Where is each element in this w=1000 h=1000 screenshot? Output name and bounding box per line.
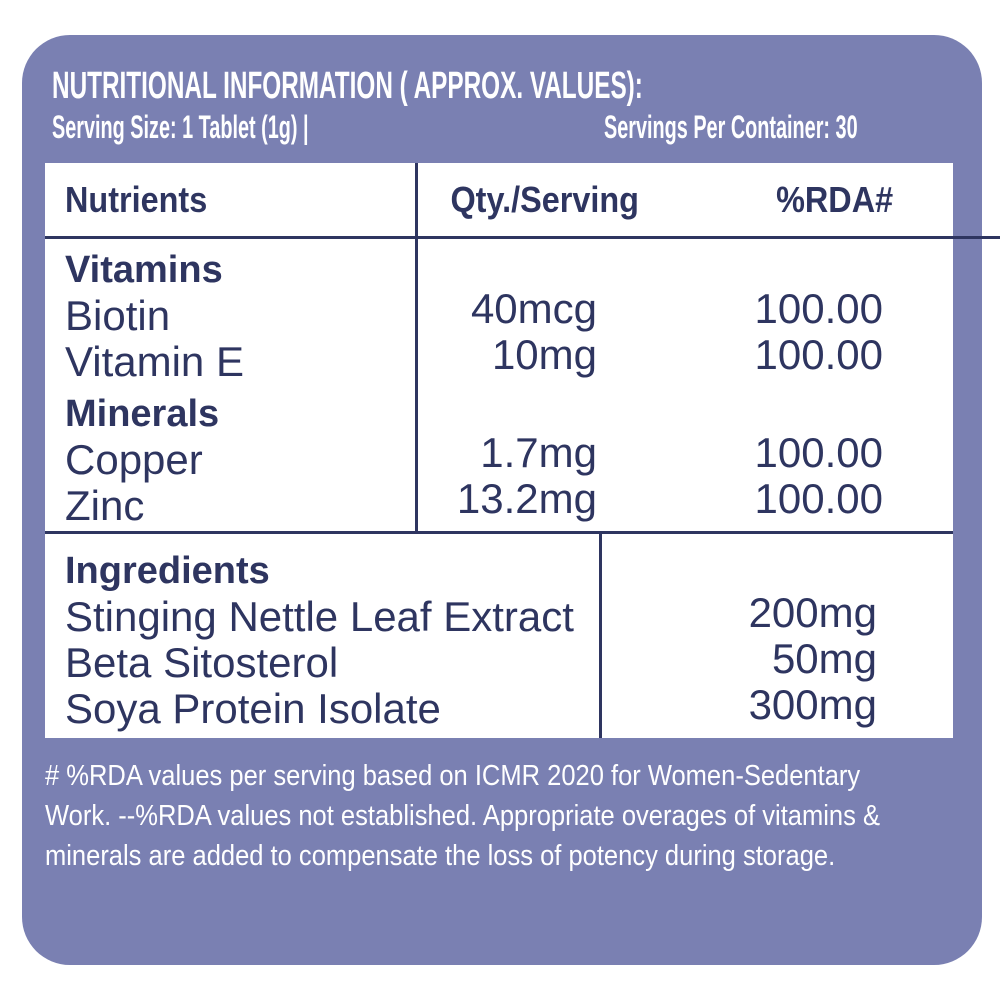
ingredient-row: Stinging Nettle Leaf Extract 200mg: [45, 589, 953, 640]
header-qty-serving: Qty./Serving: [450, 178, 640, 220]
ingredient-qty: 200mg: [748, 589, 877, 636]
rda-value: 100.00: [754, 285, 883, 332]
label-title-text: NUTRITIONAL INFORMATION ( APPROX. VALUES…: [52, 65, 643, 107]
ingredient-name: Stinging Nettle Leaf Extract: [65, 593, 574, 640]
qty-value: 40mcg: [470, 285, 597, 332]
serving-size-text: Serving Size: 1 Tablet (1g) |: [52, 109, 309, 145]
table-header-row: Nutrients Qty./Serving %RDA#: [45, 163, 953, 236]
nutrients-section: Vitamins Biotin 40mcg 100.00 Vitamin E 1…: [45, 239, 953, 530]
nutrient-row: Zinc 13.2mg 100.00: [45, 475, 953, 529]
nutrient-name: Biotin: [65, 292, 171, 339]
serving-size: Serving Size: 1 Tablet (1g) |: [52, 108, 466, 146]
nutrient-name: Vitamin E: [65, 338, 244, 385]
ingredient-qty: 300mg: [748, 681, 877, 728]
section-heading-vitamins: Vitamins: [65, 248, 223, 291]
header-nutrients: Nutrients: [65, 178, 208, 220]
ingredients-section: Ingredients Stinging Nettle Leaf Extract…: [45, 534, 953, 733]
footnote-line: # %RDA values per serving based on ICMR …: [45, 760, 861, 792]
qty-value: 10mg: [491, 331, 597, 378]
nutrient-name: Zinc: [65, 482, 145, 529]
footnote-line: minerals are added to compensate the los…: [45, 840, 836, 872]
ingredient-name: Soya Protein Isolate: [65, 685, 441, 732]
rda-value: 100.00: [754, 475, 883, 522]
servings-per-container: Servings Per Container: 30: [604, 108, 1000, 146]
section-heading-minerals: Minerals: [65, 392, 220, 435]
qty-value: 13.2mg: [456, 475, 597, 522]
table-header-rule: [45, 236, 1000, 239]
rda-value: 100.00: [754, 429, 883, 476]
ingredients-column-divider: [599, 534, 602, 738]
label-title: NUTRITIONAL INFORMATION ( APPROX. VALUES…: [52, 64, 975, 108]
qty-value: 1.7mg: [480, 429, 597, 476]
rda-value: 100.00: [754, 331, 883, 378]
nutrient-row: Vitamin E 10mg 100.00: [45, 331, 953, 385]
nutrient-row: Biotin 40mcg 100.00: [45, 285, 953, 339]
column-divider-1: [415, 163, 418, 534]
ingredient-qty: 50mg: [771, 635, 877, 682]
header-rda: %RDA#: [776, 178, 894, 220]
ingredient-name: Beta Sitosterol: [65, 639, 339, 686]
servings-per-container-text: Servings Per Container: 30: [604, 109, 858, 145]
ingredient-row: Soya Protein Isolate 300mg: [45, 681, 953, 732]
footnote-line: Work. --%RDA values not established. App…: [45, 800, 880, 832]
nutrient-name: Copper: [65, 436, 203, 483]
section-divider-rule: [45, 531, 953, 534]
section-heading-ingredients: Ingredients: [65, 549, 270, 592]
nutrition-table: Nutrients Qty./Serving %RDA# Vitamins Bi…: [45, 163, 953, 738]
nutrient-row: Copper 1.7mg 100.00: [45, 429, 953, 483]
rda-footnote: # %RDA values per serving based on ICMR …: [45, 756, 975, 876]
ingredient-row: Beta Sitosterol 50mg: [45, 635, 953, 686]
